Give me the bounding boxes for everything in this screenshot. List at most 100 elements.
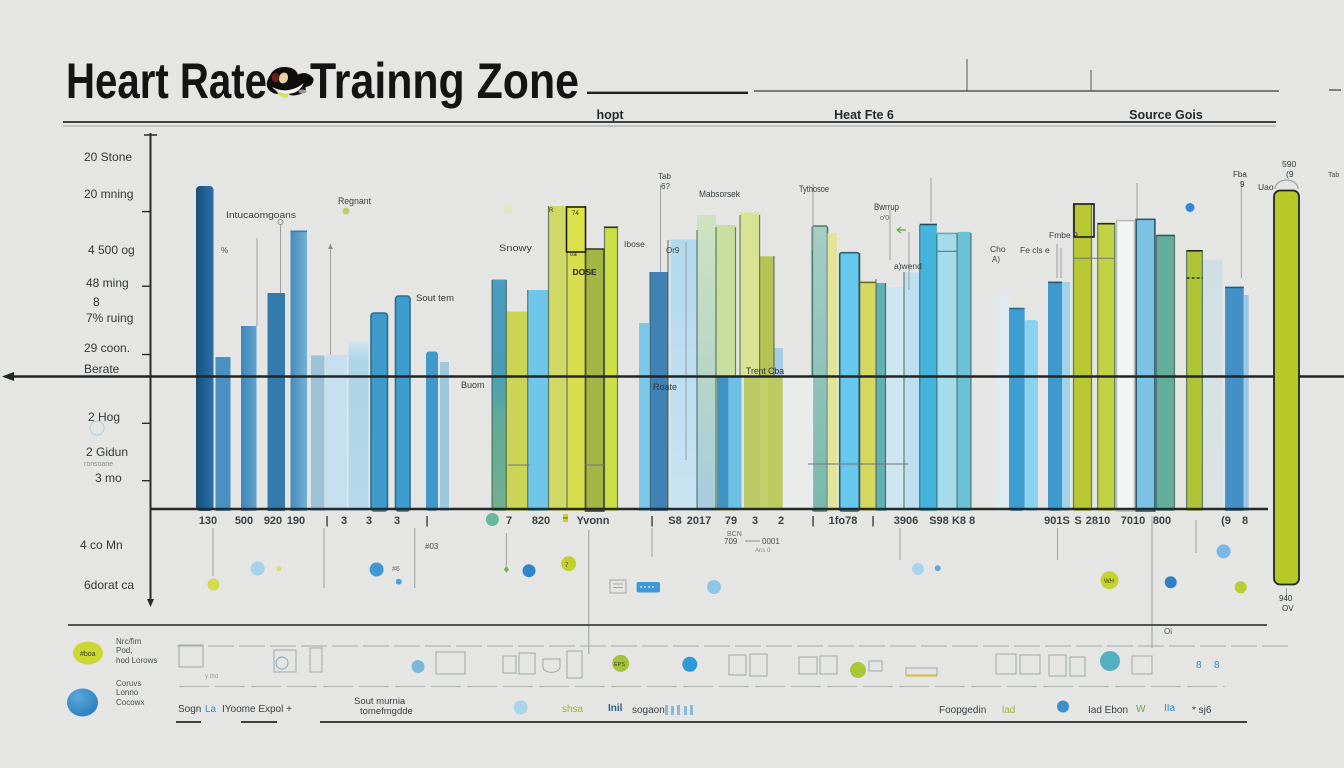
svg-text:Sout murnia: Sout murnia [354,696,406,707]
svg-text:0001: 0001 [762,537,780,546]
svg-text:Roate: Roate [653,382,677,392]
svg-text:hod Lorows: hod Lorows [116,656,157,665]
svg-text:Regnant: Regnant [338,196,371,206]
svg-text:%: % [221,246,228,255]
svg-text:Trainng Zone: Trainng Zone [310,53,579,109]
svg-text:0a: 0a [570,252,577,258]
svg-text:#6: #6 [392,566,400,573]
svg-text:Ibose: Ibose [624,239,645,249]
svg-text:R: R [549,208,554,214]
svg-text:|: | [325,515,328,527]
svg-text:190: 190 [287,515,305,527]
svg-text:590: 590 [1282,159,1296,169]
svg-text:Or9: Or9 [666,246,680,255]
svg-text:BCN: BCN [727,531,742,538]
svg-text:W: W [1136,704,1146,715]
svg-text:901S: 901S [1044,515,1070,527]
svg-text:#03: #03 [425,542,439,551]
svg-text:2017: 2017 [687,515,711,527]
svg-text:6dorat ca: 6dorat ca [84,578,134,592]
svg-text:940: 940 [1279,594,1293,603]
svg-text:7: 7 [565,563,569,569]
svg-text:8: 8 [93,295,100,309]
svg-text:shsa: shsa [562,704,584,715]
svg-text:7010: 7010 [1121,515,1145,527]
svg-text:Heart Rate: Heart Rate [66,53,267,109]
svg-text:Foopgedin: Foopgedin [939,705,986,716]
svg-text:lad: lad [1002,705,1015,716]
svg-text:DOSE: DOSE [573,267,597,277]
svg-text:EPS: EPS [614,662,625,668]
svg-text:S: S [1074,515,1081,527]
svg-text:Source Gois: Source Gois [1129,108,1203,122]
svg-text:Uao: Uao [1258,182,1274,192]
svg-text:7: 7 [506,515,512,527]
svg-text:7% ruing: 7% ruing [86,311,133,325]
svg-text:709: 709 [724,537,738,546]
svg-text:Buom: Buom [461,380,485,390]
svg-text:Intucaomgoans: Intucaomgoans [226,210,297,220]
svg-text:2810: 2810 [1086,515,1110,527]
svg-text:a)wend: a)wend [894,261,922,271]
svg-text:800: 800 [1153,515,1171,527]
svg-text:74: 74 [572,211,579,217]
svg-text:La: La [205,704,217,715]
svg-text:Fe cls e: Fe cls e [1020,245,1050,255]
svg-text:Yvonn: Yvonn [576,515,609,527]
svg-text:Inil: Inil [608,703,623,714]
svg-text:|: | [425,515,428,527]
svg-text:Sogn: Sogn [178,704,201,715]
svg-text:4 500 og: 4 500 og [88,243,135,257]
svg-text:3 mo: 3 mo [95,471,122,485]
svg-text:sogaon: sogaon [632,705,665,716]
svg-text:Iad Ebon: Iad Ebon [1088,705,1128,716]
svg-text:* sj6: * sj6 [1192,705,1212,716]
svg-text:|: | [650,515,653,527]
svg-text:Tab: Tab [658,172,671,181]
svg-text:Tab: Tab [1328,172,1339,179]
svg-text:Oi: Oi [1164,627,1172,636]
svg-text:(9: (9 [1286,169,1294,179]
svg-text:Coruvs: Coruvs [116,679,141,688]
svg-text:79: 79 [725,515,737,527]
svg-text:Nrc/fim: Nrc/fim [116,637,142,646]
svg-text:920: 920 [264,515,282,527]
svg-text:3: 3 [752,515,758,527]
svg-text:o'0: o'0 [880,215,889,222]
svg-text:1fo78: 1fo78 [829,515,858,527]
svg-text:48 ming: 48 ming [86,276,129,290]
svg-text:IYoome Expol +: IYoome Expol + [222,704,292,715]
svg-text:3906: 3906 [894,515,918,527]
svg-text:4 co Mn: 4 co Mn [80,538,123,552]
svg-text:Heat Fte 6: Heat Fte 6 [834,108,894,122]
svg-text:3: 3 [366,515,372,527]
svg-text:Berate: Berate [84,362,120,376]
svg-text:Sout tem: Sout tem [416,293,454,304]
svg-text:2: 2 [778,515,784,527]
svg-text:20 mning: 20 mning [84,187,133,201]
svg-text:OV: OV [1282,604,1294,613]
svg-text:8: 8 [1242,515,1248,527]
svg-text:Mabsorsek: Mabsorsek [699,189,740,199]
svg-text:Fmbe 9: Fmbe 9 [1049,230,1078,240]
svg-text:A): A) [992,255,1000,264]
svg-text:Cocowx: Cocowx [116,698,144,707]
svg-text:K8: K8 [952,515,966,527]
svg-text:IIa: IIa [1164,703,1176,714]
svg-text:hopt: hopt [596,108,624,122]
svg-text:6?: 6? [661,182,670,191]
svg-text:Snowy: Snowy [499,243,533,253]
svg-text:(9: (9 [1221,515,1231,527]
svg-text:y thd: y thd [205,674,218,680]
svg-text:#boa: #boa [80,651,96,658]
svg-text:20 Stone: 20 Stone [84,150,132,164]
svg-text:8: 8 [1196,660,1202,671]
svg-text:Cho: Cho [990,244,1006,254]
svg-text:ronsoane: ronsoane [84,461,113,468]
svg-text:130: 130 [199,515,217,527]
svg-text:8: 8 [969,515,975,527]
svg-text:500: 500 [235,515,253,527]
svg-text:S98: S98 [929,515,949,527]
svg-text:Lonno: Lonno [116,688,139,697]
svg-text:8: 8 [1214,660,1220,671]
